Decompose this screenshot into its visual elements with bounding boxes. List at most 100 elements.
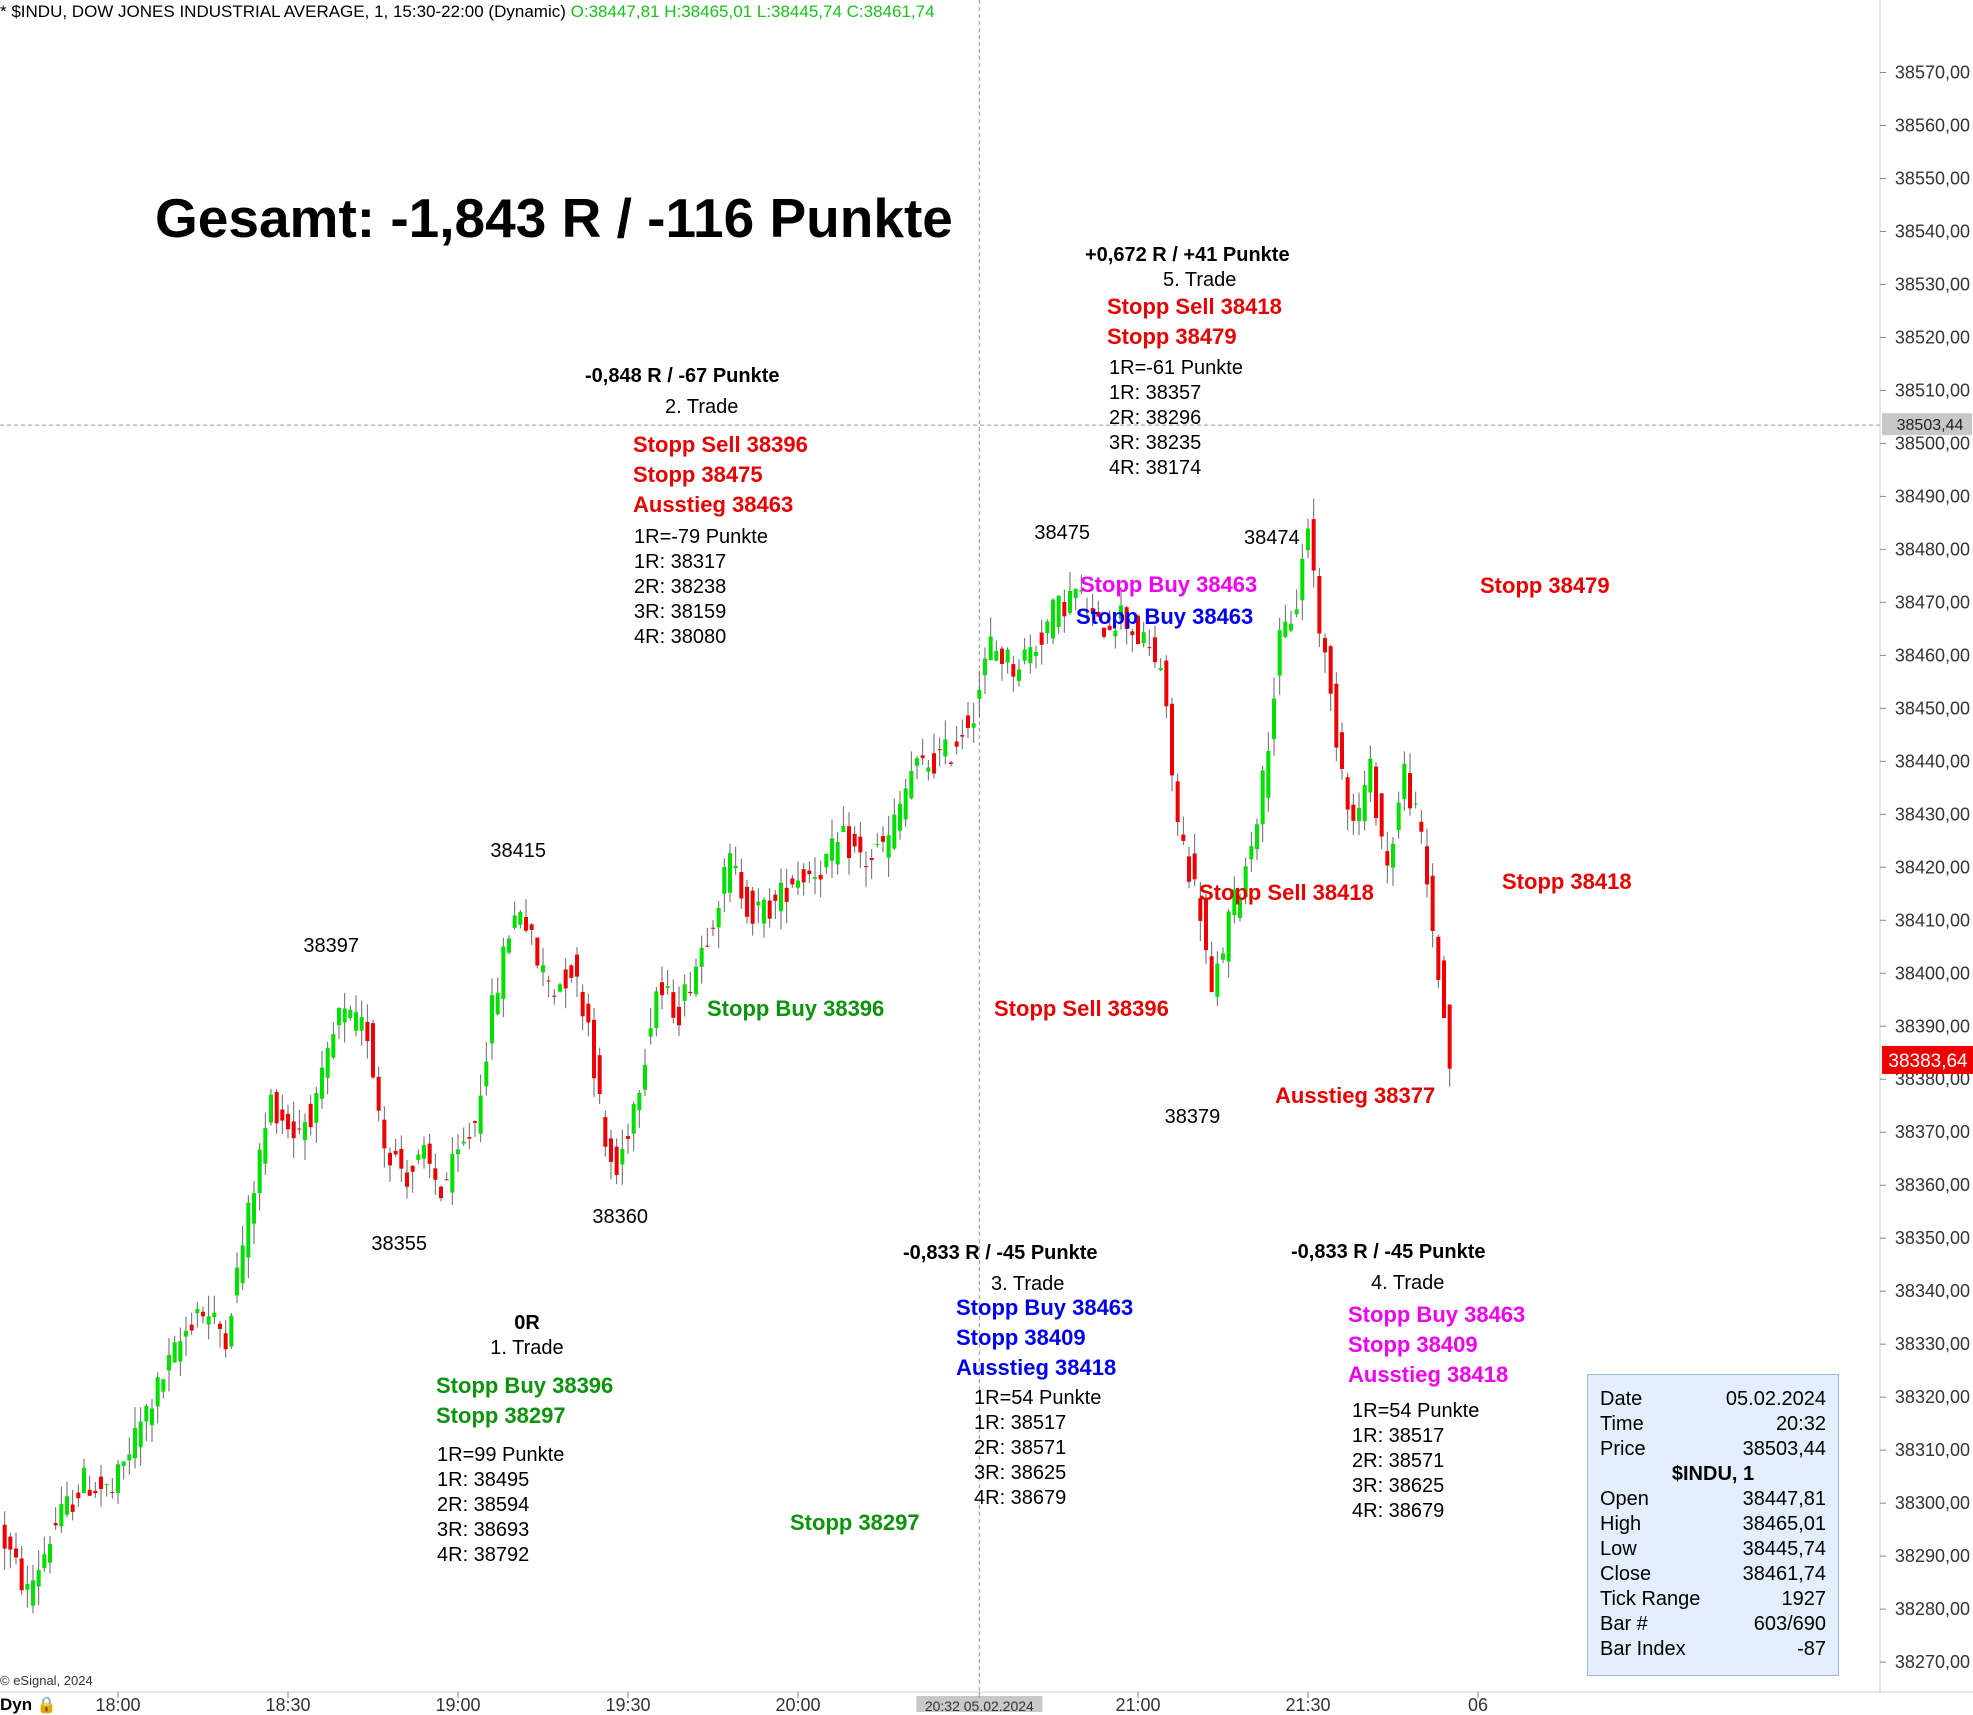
candle-up <box>1357 807 1361 822</box>
candle-down <box>444 1179 449 1181</box>
candle-up <box>722 866 727 894</box>
y-tick-label: 38530,00 <box>1895 274 1970 294</box>
candle-up <box>450 1154 455 1193</box>
candle-down <box>705 945 710 947</box>
candle-up <box>728 853 732 893</box>
candle-up <box>1255 824 1259 850</box>
price-axis[interactable]: 38570,00 38560,00 38550,00 38540,00 38530,00… <box>1879 0 1973 1712</box>
candle-up <box>116 1464 120 1493</box>
candle-down <box>1130 631 1135 636</box>
candle-up <box>631 1104 636 1134</box>
candle-up <box>484 1061 489 1087</box>
candle-down <box>937 749 942 751</box>
y-tick-label: 38320,00 <box>1895 1387 1970 1407</box>
trade-2-level: 4R: 38080 <box>634 626 727 648</box>
trade-1-order-stopp-buy: Stopp Buy 38396 <box>436 1373 614 1398</box>
candle-up <box>694 966 698 995</box>
candle-down <box>1345 777 1350 810</box>
candle-down <box>966 715 970 728</box>
candle-up <box>1272 698 1276 740</box>
candle-down <box>790 878 795 885</box>
crosshair-price-label: 38503,44 <box>1897 417 1964 434</box>
candle-up <box>1079 590 1084 592</box>
y-tick-label: 38300,00 <box>1895 1493 1970 1513</box>
candle-up <box>1085 615 1089 617</box>
candle-down <box>70 1504 75 1512</box>
candle-down <box>473 1121 477 1123</box>
trade-5-order-stopp: Stopp 38479 <box>1107 324 1237 349</box>
x-tick-label: 21:30 <box>1285 1695 1330 1712</box>
candle-up <box>212 1312 217 1318</box>
candle-down <box>1096 611 1101 617</box>
candle-down <box>818 874 823 880</box>
candle-down <box>614 1146 619 1176</box>
candle-up <box>82 1467 86 1494</box>
candle-up <box>875 843 880 845</box>
candle-up <box>1119 605 1123 620</box>
candle-down <box>1124 607 1129 629</box>
candle-down <box>580 991 585 1017</box>
candle-down <box>932 753 936 774</box>
trade-1-orders: Stopp Buy 38396 Stopp 38297 <box>436 1371 613 1431</box>
x-tick-label: 06 <box>1468 1695 1488 1712</box>
price-axis-panel <box>1880 0 1973 1712</box>
candle-up <box>1260 770 1265 825</box>
data-window-row: Date 05.02.2024 <box>1588 1387 1838 1412</box>
candle-up <box>926 767 931 772</box>
dyn-label[interactable]: Dyn 🔒 <box>0 1695 57 1715</box>
candle-down <box>711 927 715 929</box>
data-window-row: Bar # 603/690 <box>1588 1612 1838 1637</box>
data-window-row: Tick Range 1927 <box>1588 1587 1838 1612</box>
candle-down <box>660 982 664 996</box>
candle-up <box>1056 595 1061 627</box>
dyn-text: Dyn <box>0 1695 33 1714</box>
trade-2-orders: Stopp Sell 38396 Stopp 38475 Ausstieg 38… <box>633 430 808 520</box>
trade-4-levels: 1R=54 Punkte 1R: 38517 2R: 38571 3R: 386… <box>1352 1399 1479 1524</box>
trade-5-order-stopp-sell: Stopp Sell 38418 <box>1107 294 1282 319</box>
candle-up <box>127 1454 132 1461</box>
label-stopp-sell-38418: Stopp Sell 38418 <box>1199 880 1374 905</box>
candle-up <box>1045 621 1050 634</box>
candle-up <box>824 853 829 868</box>
candle-up <box>1402 763 1407 800</box>
candle-down <box>1334 683 1339 748</box>
copyright: © eSignal, 2024 <box>0 1673 93 1688</box>
y-tick-label: 38270,00 <box>1895 1652 1970 1672</box>
candle-down <box>1311 519 1316 571</box>
candle-down <box>592 1019 596 1079</box>
candle-up <box>331 1034 336 1058</box>
swing-label: 38355 <box>371 1232 427 1255</box>
candle-up <box>144 1405 149 1422</box>
candle-down <box>864 866 868 868</box>
x-tick-label: 19:30 <box>605 1695 650 1712</box>
trade-5-levels: 1R=-61 Punkte 1R: 38357 2R: 38296 3R: 38… <box>1109 356 1243 481</box>
candle-up <box>133 1428 137 1459</box>
candle-down <box>801 869 806 883</box>
y-tick-label: 38310,00 <box>1895 1440 1970 1460</box>
trade-2-result: -0,848 R / -67 Punkte <box>585 365 780 387</box>
time-axis[interactable]: 18:00 18:30 19:00 19:30 20:00 20:32 05.02.202… <box>0 1691 1973 1712</box>
trade-4-result: -0,833 R / -45 Punkte <box>1291 1241 1486 1263</box>
trade-1-level: 1R: 38495 <box>437 1469 530 1491</box>
candle-up <box>65 1496 69 1515</box>
candle-down <box>201 1311 205 1317</box>
candles <box>2 498 1452 1614</box>
data-window[interactable]: Date 05.02.2024 Time 20:32 Price 38503,44 $IN… <box>1587 1374 1839 1676</box>
y-tick-label: 38350,00 <box>1895 1228 1970 1248</box>
candle-down <box>1062 601 1067 617</box>
trade-1-level: 4R: 38792 <box>437 1544 530 1566</box>
candle-up <box>1226 911 1231 962</box>
candle-down <box>1374 766 1378 818</box>
candle-down <box>586 1003 591 1023</box>
x-tick-label: 18:00 <box>95 1695 140 1712</box>
header-ohlc: O:38447,81 H:38465,01 L:38445,74 C:38461… <box>570 2 935 21</box>
candle-down <box>274 1091 279 1124</box>
candle-down <box>671 992 676 1018</box>
candle-down <box>858 836 863 853</box>
candle-down <box>1198 898 1203 921</box>
x-tick-label: 20:32 05.02.2024 <box>925 1698 1034 1712</box>
swing-label: 38415 <box>490 839 546 862</box>
trade-3-level: 2R: 38571 <box>974 1437 1067 1459</box>
candle-down <box>1039 632 1044 645</box>
